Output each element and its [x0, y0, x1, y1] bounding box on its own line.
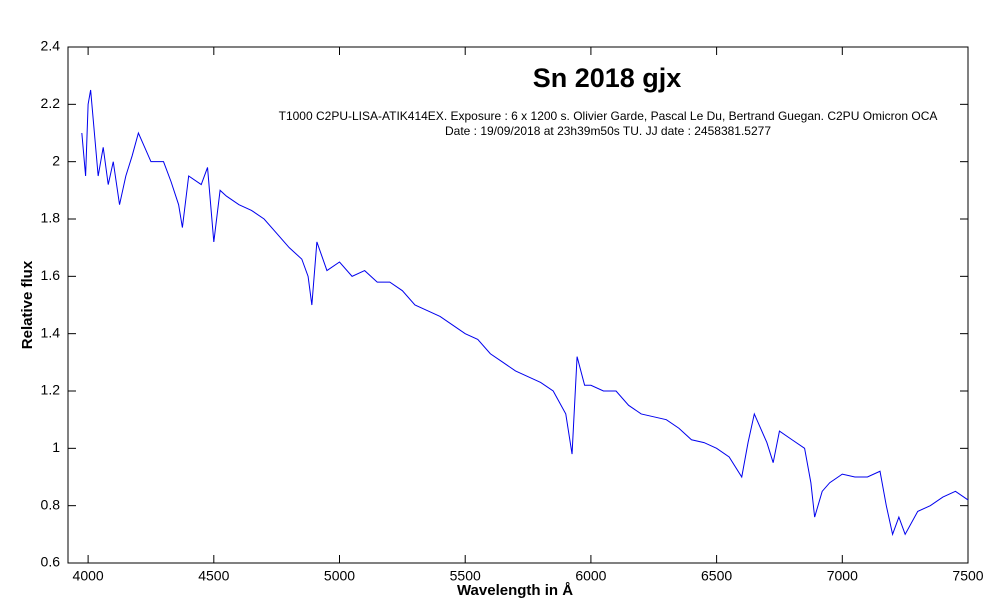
y-tick-label: 1.4 — [41, 324, 61, 340]
x-tick-label: 7500 — [952, 568, 983, 584]
x-tick-label: 5000 — [324, 568, 355, 584]
plot-frame — [67, 46, 969, 564]
x-tick-label: 6000 — [575, 568, 606, 584]
spectrum-line — [81, 89, 969, 537]
x-tick-label: 4500 — [198, 568, 229, 584]
y-tick-label: 1.6 — [41, 267, 61, 283]
y-tick-label: 1.2 — [41, 382, 61, 398]
y-axis-label: Relative flux — [19, 260, 36, 349]
x-tick-label: 6500 — [701, 568, 732, 584]
chart-title: Sn 2018 gjx — [533, 63, 682, 93]
x-tick-label: 5500 — [450, 568, 481, 584]
x-axis-label: Wavelength in Å — [457, 582, 573, 599]
y-tick-label: 2.2 — [41, 95, 61, 111]
y-tick-label: 0.6 — [41, 554, 61, 570]
subtitle: T1000 C2PU-LISA-ATIK414EX. Exposure : 6 … — [279, 109, 938, 123]
y-tick-label: 1.8 — [41, 210, 61, 226]
y-tick-label: 2.4 — [41, 38, 61, 54]
y-tick-label: 1 — [52, 439, 60, 455]
x-tick-label: 4000 — [73, 568, 104, 584]
y-tick-label: 2 — [52, 152, 60, 168]
x-tick-label: 7000 — [827, 568, 858, 584]
subtitle: Date : 19/09/2018 at 23h39m50s TU. JJ da… — [445, 124, 771, 138]
y-tick-label: 0.8 — [41, 496, 61, 512]
